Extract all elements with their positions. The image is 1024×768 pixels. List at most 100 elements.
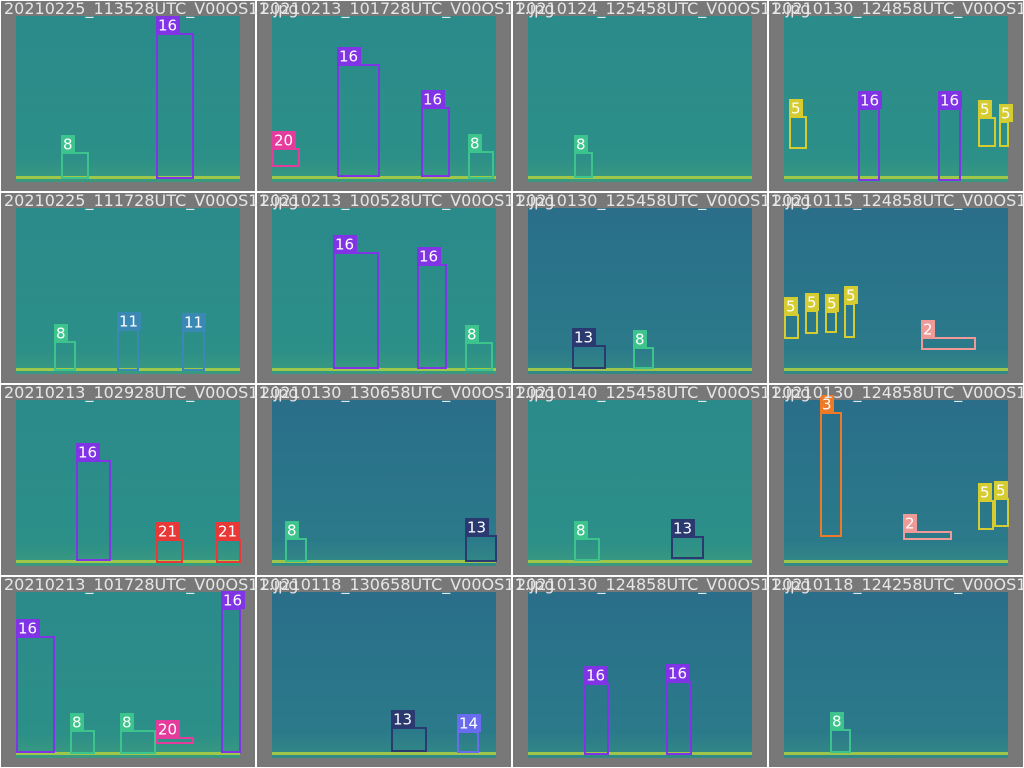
spectrogram — [16, 400, 240, 566]
spectrogram-floor — [784, 560, 1008, 563]
label-tag — [156, 720, 180, 738]
label-tag — [789, 99, 803, 117]
tile-filename: 20210213_101728UTC_V00OS11.jpg — [4, 575, 299, 595]
tile-filename: 20210130_124858UTC_V00OS11.jpg — [516, 575, 811, 595]
label-tag — [825, 294, 839, 312]
box-label: 8 — [635, 331, 645, 349]
box-label: 8 — [63, 136, 73, 154]
label-tag — [938, 91, 962, 109]
spectrogram — [784, 16, 1008, 182]
spectrogram — [16, 16, 240, 182]
spectrogram-floor — [784, 752, 1008, 755]
spectrogram-floor — [528, 560, 752, 563]
box-label: 3 — [822, 396, 832, 414]
spectrogram — [16, 208, 240, 374]
label-tag — [468, 134, 482, 152]
label-tag — [457, 714, 481, 732]
tile-filename: 20210213_101728UTC_V00OS11.jpg — [260, 0, 555, 19]
label-tag — [465, 518, 489, 536]
box-label: 16 — [335, 236, 354, 254]
label-tag — [994, 481, 1008, 499]
label-tag — [417, 247, 441, 265]
box-label: 8 — [832, 713, 842, 731]
spectrogram-floor — [16, 560, 240, 563]
label-tag — [574, 521, 588, 539]
label-tag — [978, 483, 992, 501]
titles: 20210225_113528UTC_V00OS11.jpg20210213_1… — [4, 0, 1024, 595]
box-label: 16 — [339, 48, 358, 66]
box-label: 5 — [980, 101, 990, 119]
box-label: 5 — [786, 298, 796, 316]
tile-filename: 20210130_124858UTC_V00OS11.jpg — [772, 383, 1024, 403]
spectrogram — [272, 400, 496, 566]
box-label: 16 — [78, 444, 97, 462]
tile-filename: 20210118_124258UTC_V00OS11.jpg — [772, 575, 1024, 595]
spectrogram — [528, 400, 752, 566]
label-tag — [333, 235, 357, 253]
box-label: 2 — [923, 321, 933, 339]
spectrogram-floor — [272, 368, 496, 371]
tile-filename: 20210115_124858UTC_V00OS11.jpg — [772, 191, 1024, 211]
tile-filename: 20210225_111728UTC_V00OS11.jpg — [4, 191, 299, 211]
box-label: 11 — [119, 313, 138, 331]
spectrogram — [784, 400, 1008, 566]
label-tag — [999, 104, 1013, 122]
box-label: 8 — [122, 714, 132, 732]
tile-filename: 20210130_124858UTC_V00OS11.jpg — [772, 0, 1024, 19]
spectrogram-floor — [528, 368, 752, 371]
spectrogram-floor — [272, 752, 496, 755]
spectrogram-floor — [528, 752, 752, 755]
spectrogram — [784, 592, 1008, 758]
tile-filename: 20210225_113528UTC_V00OS11.jpg — [4, 0, 299, 19]
label-tag — [858, 91, 882, 109]
box-label: 8 — [56, 325, 66, 343]
label-tag — [156, 16, 180, 34]
spectrogram — [528, 16, 752, 182]
label-tag — [465, 325, 479, 343]
label-tag — [805, 293, 819, 311]
label-tag — [978, 100, 992, 118]
label-tag — [421, 90, 445, 108]
box-label: 13 — [467, 519, 486, 537]
tile-filename: 20210130_125458UTC_V00OS11.jpg — [516, 191, 811, 211]
box-label: 5 — [996, 482, 1006, 500]
box-label: 5 — [827, 295, 837, 313]
box-label: 16 — [860, 92, 879, 110]
label-tag — [784, 297, 798, 315]
tile-filename: 20210213_100528UTC_V00OS11.jpg — [260, 191, 555, 211]
tile-filename: 20210140_125458UTC_V00OS11.jpg — [516, 383, 811, 403]
box-label: 5 — [1001, 105, 1011, 123]
box-label: 11 — [184, 314, 203, 332]
label-tag — [633, 330, 647, 348]
box-label: 13 — [574, 329, 593, 347]
spectrogram — [528, 208, 752, 374]
box-label: 16 — [419, 248, 438, 266]
label-tag — [671, 519, 695, 537]
box-label: 5 — [846, 287, 856, 305]
label-tag — [584, 666, 608, 684]
label-tag — [156, 522, 180, 540]
tile-filename: 20210213_102928UTC_V00OS11.jpg — [4, 383, 299, 403]
spectrogram — [16, 592, 240, 758]
label-tag — [666, 664, 690, 682]
label-tag — [903, 514, 917, 532]
spectrogram — [272, 208, 496, 374]
label-tag — [61, 135, 75, 153]
box-label: 8 — [72, 714, 82, 732]
box-label: 14 — [459, 715, 478, 733]
box-label: 8 — [576, 522, 586, 540]
bounding-box — [921, 337, 976, 350]
box-label: 21 — [158, 523, 177, 541]
tile-filename: 20210118_130658UTC_V00OS11.jpg — [260, 575, 555, 595]
box-label: 8 — [287, 522, 297, 540]
box-label: 2 — [905, 515, 915, 533]
label-tag — [830, 712, 844, 730]
bounding-box — [903, 531, 952, 540]
label-tag — [216, 522, 240, 540]
label-tag — [574, 135, 588, 153]
label-tag — [820, 395, 834, 413]
